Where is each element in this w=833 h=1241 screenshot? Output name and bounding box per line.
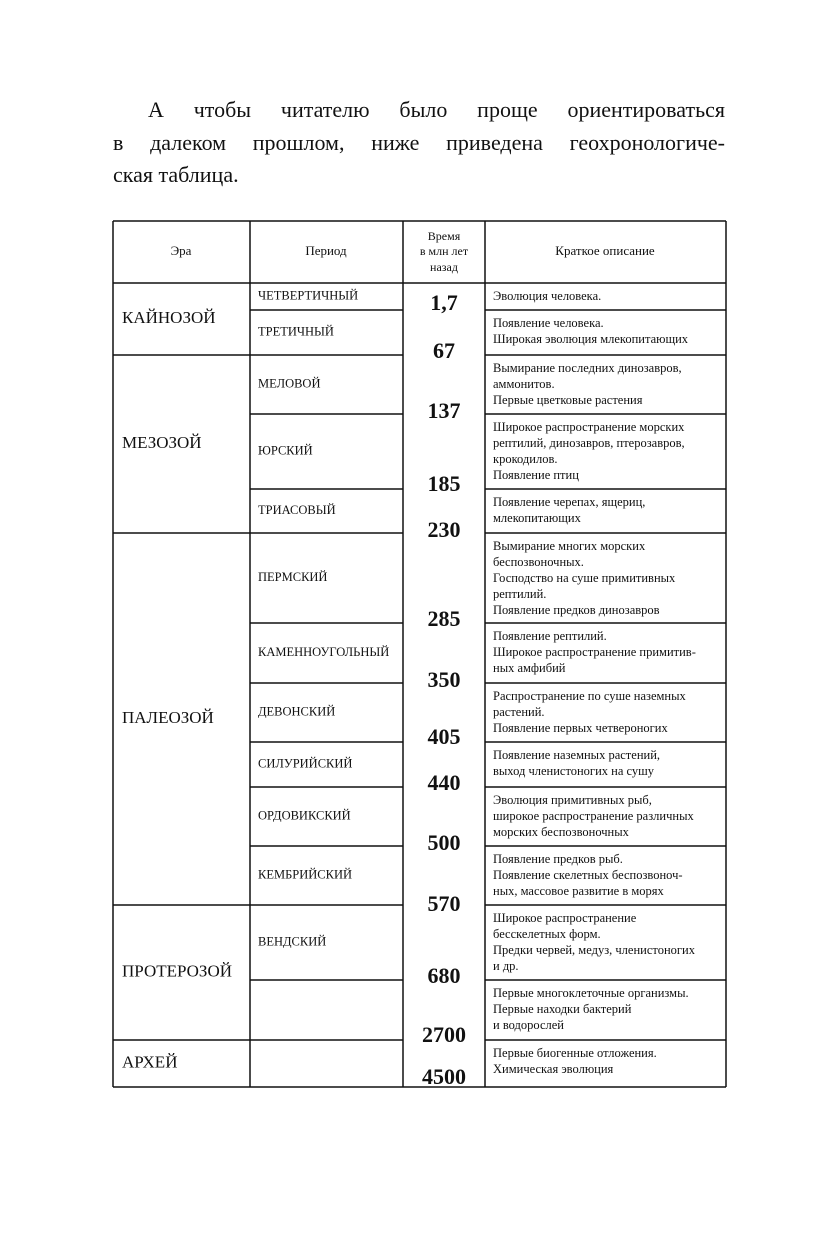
time-value: 185 — [428, 471, 461, 496]
description-line: Первые находки бактерий — [493, 1002, 632, 1016]
description-line: рептилий. — [493, 587, 546, 601]
time-value: 137 — [428, 398, 461, 423]
time-value: 680 — [428, 963, 461, 988]
period-name: ВЕНДСКИЙ — [258, 934, 326, 948]
time-value: 500 — [428, 830, 461, 855]
description-line: Первые биогенные отложения. — [493, 1046, 657, 1060]
time-value: 2700 — [422, 1022, 466, 1047]
period-name: СИЛУРИЙСКИЙ — [258, 756, 352, 770]
description-line: Широкое распространение — [493, 911, 637, 925]
period-name: ЮРСКИЙ — [258, 443, 313, 457]
header-cell: в млн лет — [420, 244, 469, 258]
description-line: Господство на суше примитивных — [493, 571, 676, 585]
description-line: бесскелетных форм. — [493, 927, 601, 941]
description-line: Первые многоклеточные организмы. — [493, 986, 689, 1000]
description-line: млекопитающих — [493, 511, 582, 525]
period-name: ТРЕТИЧНЫЙ — [258, 324, 334, 338]
description-line: Появление птиц — [493, 468, 579, 482]
description-line: Появление рептилий. — [493, 629, 607, 643]
description-line: Химическая эволюция — [493, 1062, 614, 1076]
era-name: АРХЕЙ — [122, 1052, 177, 1071]
description-line: Появление черепах, ящериц, — [493, 495, 645, 509]
time-value: 350 — [428, 667, 461, 692]
time-value: 405 — [428, 724, 461, 749]
description-line: выход членистоногих на сушу — [493, 764, 655, 778]
era-name: ПАЛЕОЗОЙ — [122, 708, 214, 727]
period-name: ЧЕТВЕРТИЧНЫЙ — [258, 288, 358, 302]
description-line: Появление скелетных беспозвоноч- — [493, 868, 683, 882]
description-line: Появление предков рыб. — [493, 852, 623, 866]
description-line: Первые цветковые растения — [493, 393, 643, 407]
description-line: широкое распространение различных — [493, 809, 694, 823]
description-line: крокодилов. — [493, 452, 557, 466]
description-line: Широкое распространение примитив- — [493, 645, 696, 659]
time-value: 570 — [428, 891, 461, 916]
header-cell: Эра — [171, 243, 192, 258]
description-line: Вымирание последних динозавров, — [493, 361, 682, 375]
description-line: Появление первых четвероногих — [493, 721, 668, 735]
period-name: ТРИАСОВЫЙ — [258, 503, 336, 517]
header-cell: Период — [305, 243, 347, 258]
description-line: и водорослей — [493, 1018, 564, 1032]
header-cell: Краткое описание — [555, 243, 655, 258]
description-line: и др. — [493, 959, 519, 973]
description-line: Широкое распространение морских — [493, 420, 685, 434]
era-name: КАЙНОЗОЙ — [122, 308, 216, 327]
description-line: растений. — [493, 705, 545, 719]
text-line: в далеком прошлом, ниже приведена геохро… — [113, 129, 725, 155]
era-name: ПРОТЕРОЗОЙ — [122, 961, 232, 980]
period-name: ОРДОВИКСКИЙ — [258, 808, 351, 822]
paragraph: А чтобы читателю было проще ориентироват… — [113, 94, 725, 192]
period-name: МЕЛОВОЙ — [258, 376, 320, 390]
description-line: морских беспозвоночных — [493, 825, 630, 839]
description-line: беспозвоночных. — [493, 555, 584, 569]
description-line: Предки червей, медуз, членистоногих — [493, 943, 696, 957]
description-line: рептилий, динозавров, птерозавров, — [493, 436, 685, 450]
period-name: КАМЕННОУГОЛЬНЫЙ — [258, 645, 389, 659]
description-line: Широкая эволюция млекопитающих — [493, 332, 689, 346]
description-line: Появление предков динозавров — [493, 603, 660, 617]
time-value: 1,7 — [430, 290, 458, 315]
description-line: Вымирание многих морских — [493, 539, 646, 553]
time-value: 67 — [433, 338, 455, 363]
time-value: 440 — [428, 770, 461, 795]
period-name: ПЕРМСКИЙ — [258, 570, 327, 584]
description-line: Появление наземных растений, — [493, 748, 660, 762]
header-cell: Время — [428, 229, 461, 243]
time-value: 285 — [428, 606, 461, 631]
text-line: ская таблица. — [113, 162, 239, 187]
description-line: Эволюция человека. — [493, 289, 601, 303]
header-cell: назад — [430, 260, 458, 274]
period-name: ДЕВОНСКИЙ — [258, 704, 335, 718]
description-line: ных, массовое развитие в морях — [493, 884, 665, 898]
description-line: аммонитов. — [493, 377, 555, 391]
description-line: Эволюция примитивных рыб, — [493, 793, 652, 807]
text-line: А чтобы читателю было проще ориентироват… — [148, 97, 725, 122]
era-name: МЕЗОЗОЙ — [122, 433, 202, 452]
description-line: ных амфибий — [493, 661, 566, 675]
time-value: 230 — [428, 517, 461, 542]
description-line: Распространение по суше наземных — [493, 689, 687, 703]
time-value: 4500 — [422, 1064, 466, 1089]
period-name: КЕМБРИЙСКИЙ — [258, 867, 352, 881]
description-line: Появление человека. — [493, 316, 604, 330]
